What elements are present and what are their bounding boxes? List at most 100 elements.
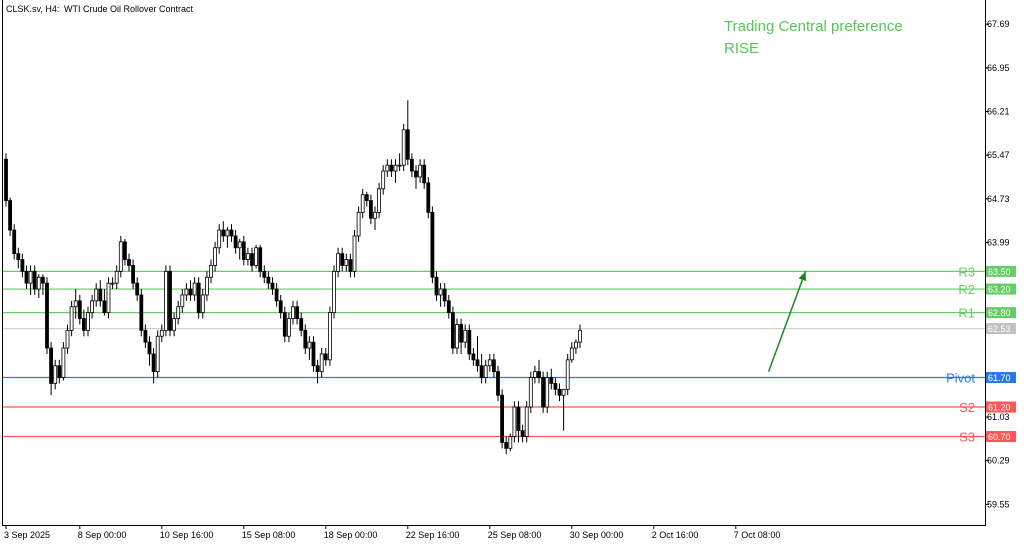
candle xyxy=(291,300,295,325)
candle-body xyxy=(360,194,365,213)
candle-body xyxy=(311,341,316,367)
candle xyxy=(368,194,373,225)
candle xyxy=(377,182,382,219)
level-price-tag-s2 xyxy=(986,401,1016,413)
candle xyxy=(155,330,160,378)
candle-body xyxy=(278,300,283,314)
candle-body xyxy=(204,276,209,296)
candle xyxy=(94,283,99,307)
candle xyxy=(426,176,431,219)
candle-body xyxy=(541,377,545,408)
candle-body xyxy=(455,324,459,349)
candle xyxy=(508,433,513,452)
candle-body xyxy=(373,211,377,219)
candle-body xyxy=(336,253,341,272)
level-price-tag-r1 xyxy=(986,307,1016,319)
candle xyxy=(332,265,336,319)
candle xyxy=(24,265,29,290)
candle-body xyxy=(332,270,336,314)
candle-body xyxy=(574,341,578,349)
candle xyxy=(311,336,316,372)
candle-body xyxy=(266,276,271,284)
candle xyxy=(323,348,328,366)
candle-body xyxy=(45,282,49,349)
candle xyxy=(278,294,283,319)
candle-body xyxy=(356,211,361,237)
candle xyxy=(487,353,492,372)
candle xyxy=(467,324,472,360)
candle-body xyxy=(159,329,164,337)
candle xyxy=(422,159,427,189)
candle xyxy=(360,188,365,219)
candle-body xyxy=(295,306,300,319)
candle xyxy=(196,277,201,319)
candle xyxy=(373,206,377,231)
candle xyxy=(200,289,205,319)
candle xyxy=(295,300,300,325)
candle-body xyxy=(426,182,431,213)
candle xyxy=(8,197,13,236)
candle xyxy=(475,336,480,372)
candle-body xyxy=(496,371,500,396)
x-tick-label: 2 Oct 16:00 xyxy=(652,530,699,540)
candle-body xyxy=(483,365,488,378)
candle xyxy=(319,348,324,378)
candle xyxy=(49,342,53,396)
candle xyxy=(327,306,332,366)
candle-body xyxy=(422,164,427,184)
candle xyxy=(557,383,562,402)
candle xyxy=(159,324,164,343)
candle xyxy=(168,265,172,337)
candle xyxy=(479,353,484,384)
candle-body xyxy=(475,359,480,367)
candle-body xyxy=(77,300,82,319)
candle-body xyxy=(196,282,201,314)
candle xyxy=(110,277,115,290)
candle xyxy=(414,165,418,189)
candle-body xyxy=(28,270,33,284)
candle-body xyxy=(184,288,189,296)
candle xyxy=(520,424,525,443)
candle xyxy=(225,227,230,248)
candle-body xyxy=(471,353,476,361)
candle xyxy=(352,230,357,278)
candle xyxy=(496,365,500,402)
y-tick-label: 66.21 xyxy=(987,106,1010,116)
candle-body xyxy=(500,394,505,443)
candle-body xyxy=(20,259,25,272)
candle-body xyxy=(479,365,484,378)
candle-body xyxy=(163,270,168,331)
candle-body xyxy=(528,377,533,408)
candle-body xyxy=(270,282,275,290)
price-panel xyxy=(2,0,986,526)
candle xyxy=(516,401,521,443)
candle-body xyxy=(414,170,418,178)
candle xyxy=(245,247,250,266)
level-price-tag-r3 xyxy=(986,265,1016,277)
candle xyxy=(262,265,267,284)
candle-body xyxy=(213,247,218,266)
candle xyxy=(565,353,570,396)
candle xyxy=(401,123,406,172)
candle xyxy=(450,306,455,354)
candle xyxy=(455,318,459,354)
candle-body xyxy=(377,188,382,213)
candle-body xyxy=(578,329,582,343)
current-price-tag-label: 62.53 xyxy=(988,324,1011,334)
candle-body xyxy=(438,288,443,296)
chart-description-label: WTI Crude Oil Rollover Contract xyxy=(64,4,194,14)
candle-body xyxy=(168,270,172,331)
x-tick-label: 18 Sep 00:00 xyxy=(324,530,378,540)
candle-body xyxy=(82,318,86,331)
candle-body xyxy=(49,347,53,384)
current-price-tag xyxy=(986,323,1016,335)
candle-body xyxy=(409,158,414,172)
candle xyxy=(53,359,58,390)
candle xyxy=(483,359,488,384)
level-price-tag-s3 xyxy=(986,431,1016,443)
candle-body xyxy=(524,406,529,437)
candle xyxy=(397,153,402,172)
candle xyxy=(307,336,312,360)
candle xyxy=(12,224,17,260)
